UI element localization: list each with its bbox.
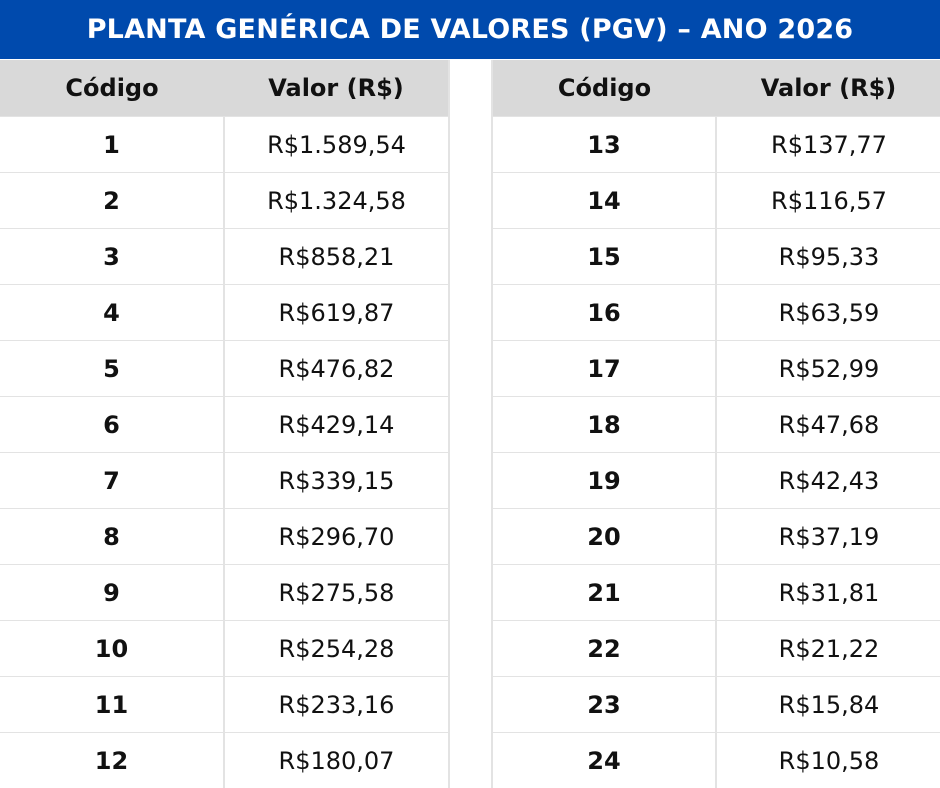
table-row: 23 R$15,84 — [492, 676, 940, 733]
table-row: 24 R$10,58 — [492, 732, 940, 788]
table-row: 9 R$275,58 — [0, 564, 449, 621]
pgv-table-right: Código Valor (R$) 13 R$137,77 14 R$116,57 15… — [491, 60, 940, 788]
table-row: 4 R$619,87 — [0, 284, 449, 341]
code-cell: 17 — [492, 340, 717, 397]
value-cell: R$137,77 — [716, 116, 940, 173]
value-cell: R$180,07 — [224, 732, 449, 788]
code-cell: 5 — [0, 340, 225, 397]
value-cell: R$10,58 — [716, 732, 940, 788]
value-cell: R$52,99 — [716, 340, 940, 397]
table-row: 16 R$63,59 — [492, 284, 940, 341]
code-cell: 18 — [492, 396, 717, 453]
table-row: 14 R$116,57 — [492, 172, 940, 229]
table-row: 15 R$95,33 — [492, 228, 940, 285]
value-cell: R$233,16 — [224, 676, 449, 733]
value-cell: R$429,14 — [224, 396, 449, 453]
value-cell: R$63,59 — [716, 284, 940, 341]
value-cell: R$296,70 — [224, 508, 449, 565]
value-cell: R$339,15 — [224, 452, 449, 509]
code-cell: 21 — [492, 564, 717, 621]
table-body-right: 13 R$137,77 14 R$116,57 15 R$95,33 16 R$63,59 17… — [492, 116, 940, 788]
table-row: 6 R$429,14 — [0, 396, 449, 453]
value-cell: R$42,43 — [716, 452, 940, 509]
value-cell: R$858,21 — [224, 228, 449, 285]
code-cell: 15 — [492, 228, 717, 285]
value-cell: R$31,81 — [716, 564, 940, 621]
value-cell: R$21,22 — [716, 620, 940, 677]
table-row: 18 R$47,68 — [492, 396, 940, 453]
value-cell: R$254,28 — [224, 620, 449, 677]
code-cell: 23 — [492, 676, 717, 733]
code-cell: 14 — [492, 172, 717, 229]
code-cell: 1 — [0, 116, 225, 173]
table-row: 19 R$42,43 — [492, 452, 940, 509]
code-cell: 10 — [0, 620, 225, 677]
code-cell: 9 — [0, 564, 225, 621]
code-cell: 3 — [0, 228, 225, 285]
value-cell: R$1.589,54 — [224, 116, 449, 173]
table-row: 3 R$858,21 — [0, 228, 449, 285]
code-cell: 22 — [492, 620, 717, 677]
table-row: 12 R$180,07 — [0, 732, 449, 788]
header-row: Código Valor (R$) — [0, 60, 449, 117]
value-cell: R$1.324,58 — [224, 172, 449, 229]
table-row: 13 R$137,77 — [492, 116, 940, 173]
column-header-code: Código — [0, 60, 224, 117]
table-row: 1 R$1.589,54 — [0, 116, 449, 173]
value-cell: R$95,33 — [716, 228, 940, 285]
column-header-code: Código — [492, 60, 716, 117]
code-cell: 20 — [492, 508, 717, 565]
code-cell: 4 — [0, 284, 225, 341]
value-cell: R$47,68 — [716, 396, 940, 453]
table-row: 10 R$254,28 — [0, 620, 449, 677]
table-row: 17 R$52,99 — [492, 340, 940, 397]
value-cell: R$15,84 — [716, 676, 940, 733]
value-cell: R$619,87 — [224, 284, 449, 341]
table-row: 20 R$37,19 — [492, 508, 940, 565]
value-cell: R$37,19 — [716, 508, 940, 565]
table-row: 8 R$296,70 — [0, 508, 449, 565]
code-cell: 19 — [492, 452, 717, 509]
column-header-value: Valor (R$) — [716, 60, 940, 117]
value-cell: R$116,57 — [716, 172, 940, 229]
code-cell: 8 — [0, 508, 225, 565]
code-cell: 13 — [492, 116, 717, 173]
table-body-left: 1 R$1.589,54 2 R$1.324,58 3 R$858,21 4 R$619,87… — [0, 116, 449, 788]
column-header-value: Valor (R$) — [224, 60, 449, 117]
table-row: 22 R$21,22 — [492, 620, 940, 677]
header-row: Código Valor (R$) — [492, 60, 940, 117]
pgv-table-left: Código Valor (R$) 1 R$1.589,54 2 R$1.324,58… — [0, 60, 450, 788]
page-title: PLANTA GENÉRICA DE VALORES (PGV) – ANO 2… — [0, 0, 940, 59]
table-row: 5 R$476,82 — [0, 340, 449, 397]
value-cell: R$275,58 — [224, 564, 449, 621]
table-row: 21 R$31,81 — [492, 564, 940, 621]
table-row: 2 R$1.324,58 — [0, 172, 449, 229]
code-cell: 11 — [0, 676, 225, 733]
table-row: 11 R$233,16 — [0, 676, 449, 733]
code-cell: 12 — [0, 732, 225, 788]
table-row: 7 R$339,15 — [0, 452, 449, 509]
code-cell: 16 — [492, 284, 717, 341]
code-cell: 2 — [0, 172, 225, 229]
value-cell: R$476,82 — [224, 340, 449, 397]
code-cell: 6 — [0, 396, 225, 453]
code-cell: 7 — [0, 452, 225, 509]
code-cell: 24 — [492, 732, 717, 788]
